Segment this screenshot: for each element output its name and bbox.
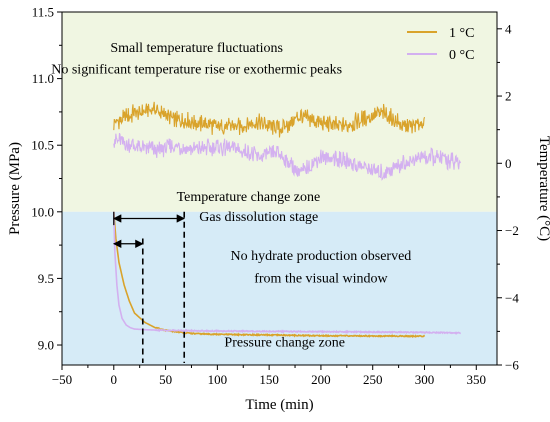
x-tick-label: 0	[111, 372, 118, 387]
y-right-tick-label: 2	[505, 89, 512, 104]
x-tick-label: 100	[208, 372, 228, 387]
y-left-tick-label: 11.5	[32, 5, 54, 20]
background-zones	[62, 12, 497, 365]
y-left-axis-title: Pressure (MPa)	[7, 142, 23, 235]
x-tick-label: 50	[159, 372, 172, 387]
axes: −50 0 50 100 150 200 250 300 350 9.0 9.5 10.0 10.5 11…	[7, 5, 550, 414]
legend-label: 1 °C	[449, 26, 474, 41]
annotation: Temperature change zone	[177, 190, 321, 205]
annotations: Small temperature fluctuations No signifi…	[51, 41, 411, 350]
y-left-tick-label: 9.5	[38, 271, 54, 286]
y-right-tick-label: −2	[505, 223, 519, 238]
x-tick-label: 350	[467, 372, 487, 387]
y-right-tick-label: 4	[505, 21, 512, 36]
plot-frame	[61, 11, 498, 366]
y-left-tick-label: 10.5	[31, 138, 54, 153]
x-axis-title: Time (min)	[245, 397, 313, 413]
stage-markers	[112, 211, 186, 363]
series-pressure-0cc	[112, 211, 461, 335]
series-temperature-1cc	[113, 101, 426, 138]
x-tick-label: 150	[259, 372, 279, 387]
y-left-tick-label: 10.0	[31, 204, 54, 219]
annotation: Gas dissolution stage	[199, 210, 318, 225]
y-left-tick-label: 9.0	[38, 338, 54, 353]
legend-label: 0 °C	[449, 48, 474, 63]
series-temperature-0cc	[113, 133, 462, 181]
annotation: No hydrate production observed	[231, 249, 412, 264]
y-right-tick-label: −6	[505, 358, 519, 373]
annotation: Small temperature fluctuations	[110, 41, 283, 56]
y-right-tick-label: −4	[505, 290, 519, 305]
x-tick-label: 300	[415, 372, 435, 387]
x-tick-label: −50	[52, 372, 72, 387]
annotation: Pressure change zone	[224, 335, 345, 350]
y-right-tick-label: 0	[505, 156, 512, 171]
legend: 1 °C 0 °C	[407, 26, 474, 63]
annotation: from the visual window	[254, 271, 388, 286]
x-tick-label: 200	[311, 372, 331, 387]
series-layer	[112, 101, 462, 339]
annotation: No significant temperature rise or exoth…	[51, 62, 342, 77]
x-tick-label: 250	[363, 372, 383, 387]
zone-pressure	[62, 211, 497, 365]
y-left-tick-label: 11.0	[32, 71, 54, 86]
y-right-axis-title: Temperature (°C)	[536, 136, 550, 241]
